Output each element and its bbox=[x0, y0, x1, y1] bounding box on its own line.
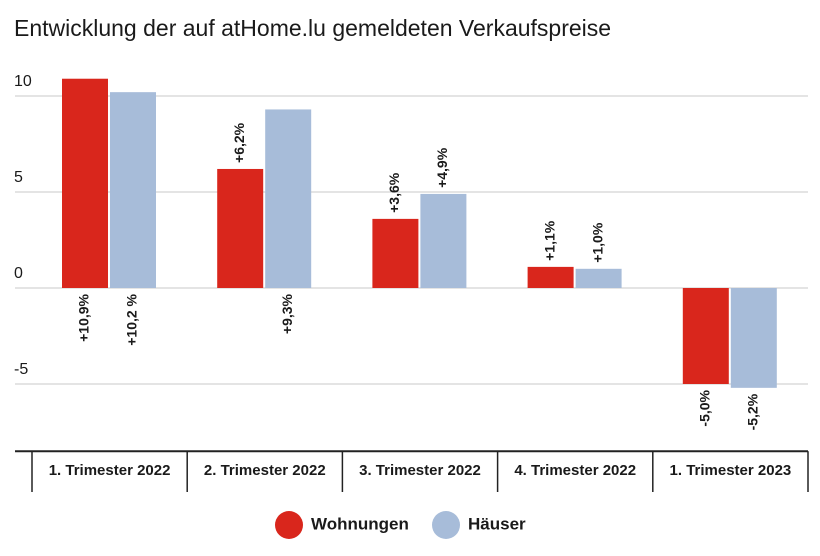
bar bbox=[420, 193, 467, 288]
value-label: +1,1% bbox=[541, 220, 557, 261]
bar bbox=[575, 268, 622, 288]
value-label: +1,0% bbox=[589, 222, 605, 263]
chart-title: Entwicklung der auf atHome.lu gemeldeten… bbox=[14, 15, 611, 41]
y-tick-label: 0 bbox=[14, 265, 23, 282]
legend-swatch bbox=[275, 511, 303, 539]
legend-label: Häuser bbox=[468, 514, 526, 533]
value-label: +6,2% bbox=[231, 122, 247, 163]
value-label: +4,9% bbox=[434, 147, 450, 188]
y-tick-label: 10 bbox=[14, 73, 32, 90]
value-label: +9,3% bbox=[279, 293, 295, 334]
x-tick-label: 1. Trimester 2023 bbox=[670, 462, 792, 479]
bar bbox=[110, 92, 156, 288]
value-label: -5,2% bbox=[745, 393, 761, 430]
x-tick-label: 2. Trimester 2022 bbox=[204, 462, 326, 479]
x-tick-label: 3. Trimester 2022 bbox=[359, 462, 481, 479]
bar bbox=[527, 266, 574, 288]
y-tick-label: -5 bbox=[14, 361, 28, 378]
value-label: -5,0% bbox=[697, 389, 713, 426]
bar bbox=[372, 218, 419, 288]
x-tick-label: 4. Trimester 2022 bbox=[514, 462, 636, 479]
value-label: +3,6% bbox=[386, 172, 402, 213]
value-label: +10,2 % bbox=[124, 293, 140, 345]
x-tick-label: 1. Trimester 2022 bbox=[49, 462, 171, 479]
legend-swatch bbox=[432, 511, 460, 539]
y-tick-label: 5 bbox=[14, 169, 23, 186]
bar bbox=[62, 78, 108, 288]
bar bbox=[730, 288, 777, 388]
bar bbox=[265, 109, 312, 288]
value-label: +10,9% bbox=[76, 293, 92, 341]
bar bbox=[217, 168, 264, 288]
bar bbox=[682, 288, 729, 384]
legend-label: Wohnungen bbox=[311, 514, 409, 533]
